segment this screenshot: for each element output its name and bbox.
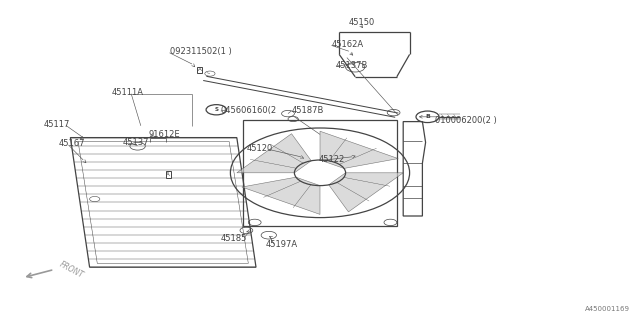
Text: 45122: 45122 bbox=[319, 156, 345, 164]
Text: 45137: 45137 bbox=[123, 138, 149, 147]
Polygon shape bbox=[320, 131, 398, 168]
Text: 45137B: 45137B bbox=[336, 61, 369, 70]
Polygon shape bbox=[237, 134, 311, 173]
Text: 045606160(2: 045606160(2 bbox=[221, 106, 277, 115]
Text: 45185: 45185 bbox=[221, 234, 247, 243]
Text: 45197A: 45197A bbox=[266, 240, 298, 249]
Text: 010006200(2 ): 010006200(2 ) bbox=[435, 116, 497, 124]
Polygon shape bbox=[329, 173, 403, 212]
Polygon shape bbox=[242, 177, 320, 214]
Text: S: S bbox=[214, 107, 218, 112]
Text: 91612E: 91612E bbox=[148, 130, 180, 139]
Text: 092311502(1 ): 092311502(1 ) bbox=[170, 47, 231, 56]
Text: 45150: 45150 bbox=[348, 18, 375, 27]
Text: 45117: 45117 bbox=[44, 120, 70, 129]
Text: FRONT: FRONT bbox=[58, 260, 84, 279]
Text: A: A bbox=[166, 172, 170, 177]
Text: 45120: 45120 bbox=[246, 144, 273, 153]
Text: A450001169: A450001169 bbox=[586, 306, 630, 312]
Text: 45111A: 45111A bbox=[112, 88, 144, 97]
Text: B: B bbox=[425, 114, 430, 119]
Text: A: A bbox=[198, 67, 202, 72]
Text: 45162A: 45162A bbox=[332, 40, 364, 49]
Text: 45187B: 45187B bbox=[291, 106, 324, 115]
Text: 45167: 45167 bbox=[59, 140, 85, 148]
